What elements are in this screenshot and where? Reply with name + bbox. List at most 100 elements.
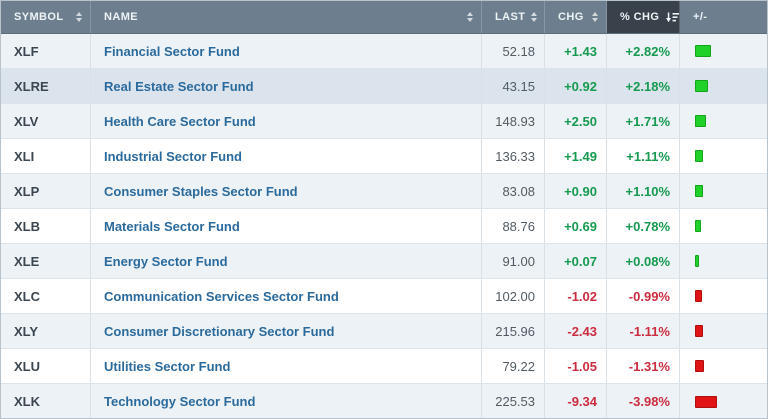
change-bar	[695, 325, 703, 337]
symbol-text: XLV	[14, 113, 39, 129]
change-bar-cell	[680, 314, 767, 348]
fund-name-link[interactable]: Technology Sector Fund	[104, 394, 256, 409]
chg-cell: -9.34	[545, 384, 607, 418]
chg-cell: +1.43	[545, 34, 607, 68]
name-cell: Industrial Sector Fund	[91, 139, 482, 173]
sort-toggle-icon[interactable]	[531, 12, 538, 22]
fund-name-link[interactable]: Financial Sector Fund	[104, 43, 240, 59]
chg-value: +1.43	[564, 43, 597, 59]
fund-name-link[interactable]: Health Care Sector Fund	[104, 113, 256, 129]
change-bar-cell	[680, 174, 767, 208]
column-header-label: LAST	[495, 11, 526, 23]
symbol-cell: XLY	[1, 314, 91, 348]
fund-name-link[interactable]: Industrial Sector Fund	[104, 148, 242, 164]
chg-cell: -2.43	[545, 314, 607, 348]
fund-name-link[interactable]: Real Estate Sector Fund	[104, 78, 254, 94]
change-bar	[695, 45, 712, 57]
table-row[interactable]: XLE Energy Sector Fund 91.00 +0.07 +0.08…	[1, 244, 767, 279]
change-bar-cell	[680, 209, 767, 243]
name-cell: Health Care Sector Fund	[91, 104, 482, 138]
sort-toggle-icon[interactable]	[467, 12, 473, 22]
column-header-label: +/-	[693, 11, 708, 23]
chg-value: +2.50	[564, 113, 597, 129]
symbol-cell: XLI	[1, 139, 91, 173]
change-bar-cell	[680, 279, 767, 313]
pct-chg-cell: +0.78%	[607, 209, 680, 243]
symbol-cell: XLU	[1, 349, 91, 383]
change-bar-cell	[680, 104, 767, 138]
last-cell: 102.00	[482, 279, 545, 313]
chg-value: -9.34	[567, 394, 597, 409]
table-row[interactable]: XLV Health Care Sector Fund 148.93 +2.50…	[1, 104, 767, 139]
pct-chg-cell: +1.10%	[607, 174, 680, 208]
symbol-text: XLB	[14, 218, 40, 234]
pct-chg-value: -0.99%	[628, 288, 670, 304]
fund-name-link[interactable]: Communication Services Sector Fund	[104, 288, 339, 304]
chg-cell: +2.50	[545, 104, 607, 138]
last-value: 215.96	[495, 323, 535, 339]
pct-chg-cell: +1.11%	[607, 139, 680, 173]
table-body: XLF Financial Sector Fund 52.18 +1.43 +2…	[1, 34, 767, 418]
fund-name-link[interactable]: Utilities Sector Fund	[104, 358, 231, 374]
change-bar	[695, 185, 703, 197]
symbol-text: XLC	[14, 288, 40, 304]
column-header-symbol[interactable]: SYMBOL	[1, 1, 91, 33]
chg-cell: +0.69	[545, 209, 607, 243]
last-cell: 43.15	[482, 69, 545, 103]
pct-chg-value: +2.82%	[625, 43, 670, 59]
fund-name-link[interactable]: Energy Sector Fund	[104, 253, 228, 269]
fund-name-link[interactable]: Materials Sector Fund	[104, 218, 240, 234]
table-row[interactable]: XLY Consumer Discretionary Sector Fund 2…	[1, 314, 767, 349]
last-cell: 225.53	[482, 384, 545, 418]
column-header-last[interactable]: LAST	[482, 1, 545, 33]
table-row[interactable]: XLB Materials Sector Fund 88.76 +0.69 +0…	[1, 209, 767, 244]
fund-name-link[interactable]: Consumer Discretionary Sector Fund	[104, 323, 335, 339]
symbol-text: XLP	[14, 183, 40, 199]
last-value: 43.15	[502, 78, 535, 94]
column-header-name[interactable]: NAME	[91, 1, 482, 33]
pct-chg-cell: -1.11%	[607, 314, 680, 348]
last-value: 79.22	[502, 358, 535, 374]
table-row[interactable]: XLK Technology Sector Fund 225.53 -9.34 …	[1, 384, 767, 418]
pct-chg-value: -1.11%	[629, 323, 670, 339]
chg-value: +0.90	[564, 183, 597, 199]
chg-value: +0.69	[564, 218, 597, 234]
change-bar	[695, 220, 701, 232]
table-row[interactable]: XLF Financial Sector Fund 52.18 +1.43 +2…	[1, 34, 767, 69]
column-header-label: % CHG	[620, 11, 660, 23]
chg-value: +0.07	[564, 253, 597, 269]
table-row[interactable]: XLI Industrial Sector Fund 136.33 +1.49 …	[1, 139, 767, 174]
symbol-cell: XLK	[1, 384, 91, 418]
symbol-text: XLRE	[14, 78, 49, 94]
last-cell: 136.33	[482, 139, 545, 173]
pct-chg-value: -3.98%	[628, 394, 670, 409]
chg-value: +1.49	[564, 148, 597, 164]
chg-value: -1.05	[567, 358, 597, 374]
table-row[interactable]: XLP Consumer Staples Sector Fund 83.08 +…	[1, 174, 767, 209]
last-value: 88.76	[502, 218, 535, 234]
chg-cell: +0.90	[545, 174, 607, 208]
sort-toggle-icon[interactable]	[592, 12, 598, 22]
sort-toggle-icon[interactable]	[76, 12, 82, 22]
pct-chg-cell: -0.99%	[607, 279, 680, 313]
symbol-cell: XLRE	[1, 69, 91, 103]
pct-chg-value: +0.08%	[625, 253, 670, 269]
name-cell: Consumer Discretionary Sector Fund	[91, 314, 482, 348]
table-row[interactable]: XLC Communication Services Sector Fund 1…	[1, 279, 767, 314]
name-cell: Real Estate Sector Fund	[91, 69, 482, 103]
table-row[interactable]: XLRE Real Estate Sector Fund 43.15 +0.92…	[1, 69, 767, 104]
name-cell: Materials Sector Fund	[91, 209, 482, 243]
symbol-text: XLF	[14, 43, 39, 59]
table-row[interactable]: XLU Utilities Sector Fund 79.22 -1.05 -1…	[1, 349, 767, 384]
sort-descending-icon[interactable]	[666, 12, 680, 23]
column-header-pct_chg[interactable]: % CHG	[607, 1, 680, 33]
chg-value: -2.43	[567, 323, 597, 339]
last-cell: 79.22	[482, 349, 545, 383]
pct-chg-value: +2.18%	[625, 78, 670, 94]
chg-cell: -1.02	[545, 279, 607, 313]
fund-name-link[interactable]: Consumer Staples Sector Fund	[104, 183, 298, 199]
chg-value: -1.02	[567, 288, 597, 304]
change-bar-cell	[680, 34, 767, 68]
column-header-chg[interactable]: CHG	[545, 1, 607, 33]
chg-cell: +0.07	[545, 244, 607, 278]
